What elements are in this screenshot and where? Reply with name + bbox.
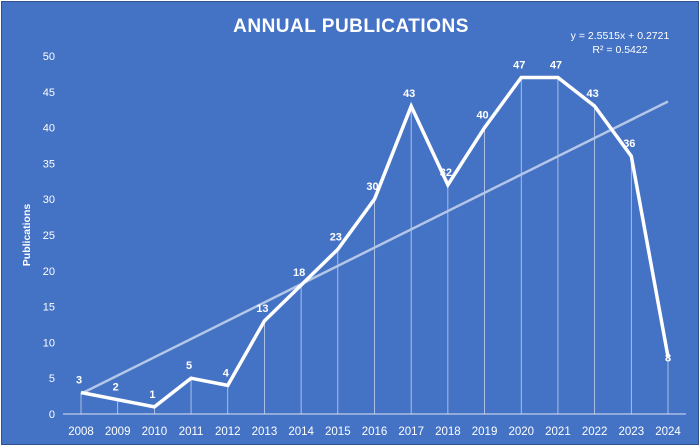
x-tick-label: 2008 (68, 426, 94, 438)
x-tick-label: 2024 (655, 426, 681, 438)
trendline-group (80, 100, 669, 395)
series-group (80, 75, 670, 409)
x-tick-label: 2022 (582, 426, 608, 438)
y-tick-label: 50 (43, 51, 55, 63)
x-tick-label: 2012 (215, 426, 241, 438)
y-tick-label: 45 (43, 87, 55, 99)
y-tick-label: 30 (43, 194, 55, 206)
x-tick-label: 2015 (325, 426, 351, 438)
trendline-r-squared: R² = 0.5422 (592, 44, 647, 56)
series-line-publications (80, 75, 670, 409)
data-label: 23 (330, 231, 342, 243)
data-label: 13 (256, 303, 268, 315)
x-tick-label: 2018 (435, 426, 461, 438)
x-tick-label: 2011 (179, 426, 204, 438)
x-tick-label: 2013 (252, 426, 278, 438)
drop-lines (80, 77, 669, 414)
trendline (80, 100, 669, 395)
x-tick-label: 2023 (619, 426, 645, 438)
y-tick-label: 25 (43, 230, 55, 242)
x-tick-label: 2010 (142, 426, 168, 438)
data-label: 2 (113, 382, 119, 394)
y-tick-label: 0 (49, 409, 55, 421)
x-tick-label: 2020 (508, 426, 534, 438)
data-label: 18 (293, 267, 305, 279)
data-label: 43 (403, 88, 415, 100)
data-label: 30 (366, 181, 378, 193)
data-label: 40 (476, 110, 488, 122)
data-label: 36 (623, 138, 635, 150)
data-label: 43 (587, 88, 599, 100)
y-tick-label: 40 (43, 123, 55, 135)
y-axis-label: Publications (21, 204, 33, 267)
y-tick-label: 35 (43, 158, 55, 170)
y-axis-ticks: 0 5 10 15 20 25 30 35 40 45 50 (43, 51, 55, 421)
data-label: 1 (149, 389, 155, 401)
x-tick-label: 2009 (105, 426, 131, 438)
data-label: 47 (513, 59, 525, 71)
y-tick-label: 15 (43, 302, 55, 314)
x-tick-label: 2014 (288, 426, 314, 438)
data-label: 3 (76, 375, 82, 387)
data-label: 5 (186, 360, 192, 372)
chart-title: ANNUAL PUBLICATIONS (233, 16, 469, 37)
x-tick-label: 2017 (398, 426, 424, 438)
y-tick-label: 5 (49, 373, 55, 385)
x-tick-label: 2019 (472, 426, 498, 438)
data-label: 4 (223, 367, 230, 379)
data-label: 47 (550, 59, 562, 71)
data-label: 8 (665, 353, 671, 365)
trendline-equation: y = 2.5515x + 0.2721 (571, 30, 670, 42)
x-tick-label: 2016 (362, 426, 388, 438)
y-tick-label: 10 (43, 337, 55, 349)
x-tick-label: 2021 (545, 426, 571, 438)
x-axis-ticks: 2008 2009 2010 2011 2012 2013 2014 2015 2016 2017… (68, 426, 681, 438)
y-tick-label: 20 (43, 266, 55, 278)
data-label: 32 (440, 167, 452, 179)
